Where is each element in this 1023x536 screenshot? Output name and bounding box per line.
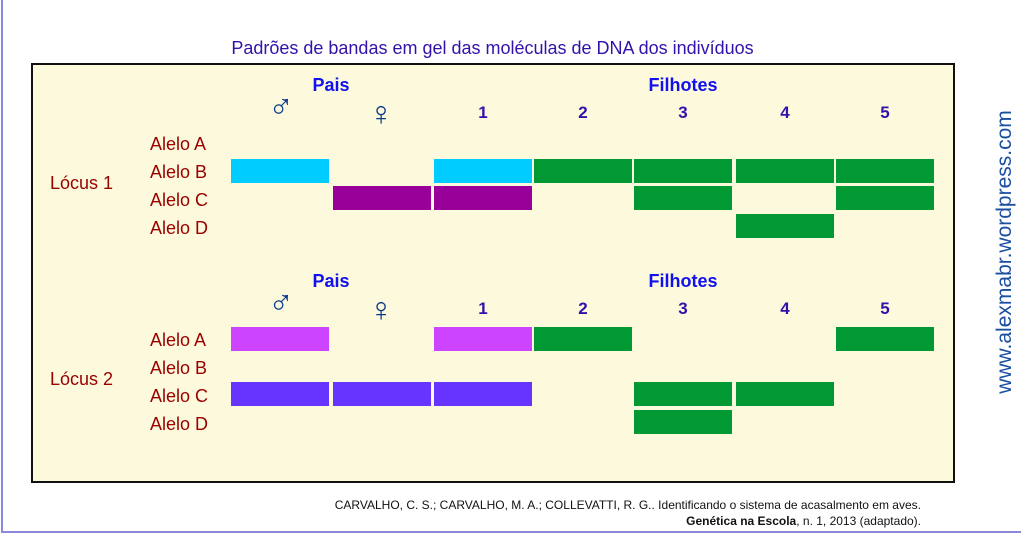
offspring-number-4: 4 <box>780 299 790 318</box>
gel-band <box>634 158 732 183</box>
offspring-header: Filhotes <box>648 271 718 291</box>
female-symbol-icon: ♀ <box>368 95 394 133</box>
offspring-header: Filhotes <box>648 75 718 95</box>
offspring-number-1: 1 <box>478 299 488 318</box>
allele-label: Alelo D <box>150 414 209 434</box>
offspring-number-4: 4 <box>780 103 790 122</box>
allele-label: Alelo C <box>150 190 209 210</box>
parents-header: Pais <box>312 271 350 291</box>
female-symbol-icon: ♀ <box>368 291 394 329</box>
allele-label: Alelo A <box>150 330 207 350</box>
offspring-number-3: 3 <box>678 103 688 122</box>
citation-line-2: Genética na Escola, n. 1, 2013 (adaptado… <box>686 514 921 528</box>
offspring-number-3: 3 <box>678 299 688 318</box>
offspring-number-1: 1 <box>478 103 488 122</box>
citation-journal: Genética na Escola <box>686 514 797 528</box>
gel-band <box>231 382 329 406</box>
gel-band <box>231 158 329 183</box>
diagram-title: Padrões de bandas em gel das moléculas d… <box>231 38 754 58</box>
allele-label: Alelo A <box>150 134 207 154</box>
allele-label: Alelo C <box>150 386 209 406</box>
gel-band <box>836 327 934 351</box>
gel-band <box>333 186 431 210</box>
gel-band <box>634 409 732 434</box>
gel-band <box>434 382 532 406</box>
gel-band <box>534 327 632 351</box>
gel-panel <box>31 63 955 483</box>
gel-band <box>736 382 834 406</box>
male-symbol-icon: ♂ <box>268 284 294 322</box>
locus-label: Lócus 2 <box>50 369 114 389</box>
gel-band <box>634 382 732 406</box>
gel-band <box>534 158 632 183</box>
offspring-number-2: 2 <box>578 103 588 122</box>
gel-band <box>434 158 532 183</box>
allele-label: Alelo B <box>150 358 208 378</box>
male-symbol-icon: ♂ <box>268 88 294 126</box>
allele-label: Alelo D <box>150 218 209 238</box>
gel-band <box>736 158 834 183</box>
gel-band <box>836 186 934 210</box>
parents-header: Pais <box>312 75 350 95</box>
gel-band <box>634 186 732 210</box>
offspring-number-5: 5 <box>880 103 890 122</box>
watermark-url: www.alexmabr.wordpress.com <box>993 110 1016 394</box>
gel-band <box>836 158 934 183</box>
gel-band <box>434 327 532 351</box>
gel-band <box>333 382 431 406</box>
gel-band <box>736 213 834 238</box>
allele-label: Alelo B <box>150 162 208 182</box>
offspring-number-2: 2 <box>578 299 588 318</box>
citation-line-1: CARVALHO, C. S.; CARVALHO, M. A.; COLLEV… <box>334 498 921 512</box>
gel-band <box>231 327 329 351</box>
offspring-number-5: 5 <box>880 299 890 318</box>
citation-details: , n. 1, 2013 (adaptado). <box>796 514 921 528</box>
gel-band <box>434 186 532 210</box>
locus-label: Lócus 1 <box>50 173 114 193</box>
